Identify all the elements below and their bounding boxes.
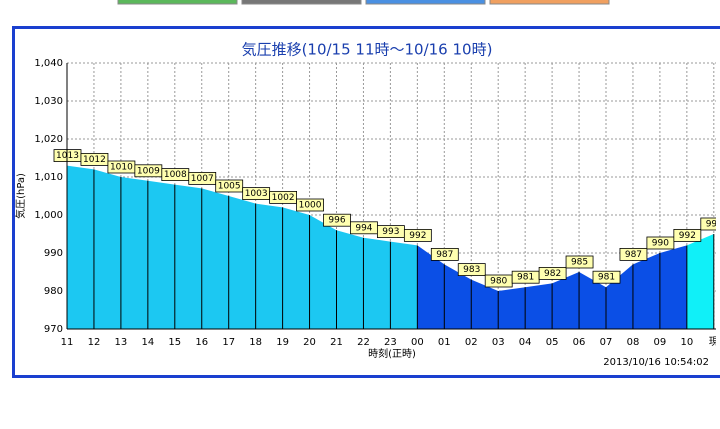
x-tick-label: 16 <box>195 337 208 348</box>
value-label: 1005 <box>218 182 241 192</box>
x-tick-label: 13 <box>115 337 128 348</box>
plot: 970 980 990 1,000 1,010 1,020 1,030 1,040 10 13 10… <box>14 41 720 369</box>
value-label: 1009 <box>137 166 160 176</box>
value-label: 1007 <box>191 174 214 184</box>
x-axis-label: 時刻(正時) <box>368 347 416 360</box>
value-label: 981 <box>517 273 534 283</box>
x-tick-label: 23 <box>384 337 397 348</box>
area-segment <box>202 188 229 329</box>
value-label: 981 <box>598 273 615 283</box>
area-segment <box>310 215 337 329</box>
area-segment <box>229 196 256 329</box>
x-tick-label: 12 <box>88 337 101 348</box>
chart-title: 気圧推移(10/15 11時～10/16 10時) <box>242 41 493 59</box>
x-tick-label: 21 <box>330 337 343 348</box>
area-segment <box>283 207 310 329</box>
value-label: 982 <box>544 269 561 279</box>
x-tick-label: 02 <box>465 337 478 348</box>
value-label: 987 <box>436 250 453 260</box>
nav-button[interactable] <box>490 0 609 4</box>
area-segment <box>363 238 390 329</box>
value-label: 983 <box>463 265 480 275</box>
x-tick-label: 14 <box>141 337 154 348</box>
value-label: 1008 <box>164 170 187 180</box>
nav-button[interactable] <box>118 0 237 4</box>
value-label: 980 <box>490 277 507 287</box>
value-label: 1012 <box>83 155 106 165</box>
y-axis-label: 気圧(hPa) <box>14 173 27 219</box>
value-label: 987 <box>625 250 642 260</box>
nav-button[interactable] <box>242 0 361 4</box>
value-label: 985 <box>571 258 588 268</box>
value-label: 993 <box>382 227 399 237</box>
area-segment <box>687 234 714 329</box>
x-tick-label: 09 <box>654 337 667 348</box>
y-tick-label: 1,020 <box>34 134 63 145</box>
x-tick-label: 11 <box>61 337 74 348</box>
value-label: 1002 <box>272 193 295 203</box>
area-segment <box>67 166 94 329</box>
area-segment <box>525 283 552 329</box>
y-tick-label: 1,030 <box>34 96 63 107</box>
y-tick-label: 1,000 <box>34 210 63 221</box>
y-tick-label: 1,010 <box>34 172 63 183</box>
value-label: 1010 <box>110 163 133 173</box>
value-label: 992 <box>409 231 426 241</box>
x-tick-label: 22 <box>357 337 370 348</box>
x-tick-label: 03 <box>492 337 505 348</box>
value-label: 992 <box>679 231 696 241</box>
nav-button[interactable] <box>366 0 485 4</box>
y-tick-label: 1,040 <box>34 58 63 69</box>
area-segment <box>148 181 175 329</box>
timestamp: 2013/10/16 10:54:02 <box>603 357 709 368</box>
x-tick-label: 18 <box>249 337 262 348</box>
area-segment <box>390 242 417 329</box>
value-label: 996 <box>328 216 345 226</box>
x-tick-label: 10 <box>680 337 693 348</box>
y-tick-label: 970 <box>44 324 63 335</box>
y-tick-label: 980 <box>44 286 63 297</box>
value-label: 1003 <box>245 189 268 199</box>
x-tick-label: 00 <box>411 337 424 348</box>
value-label: 994 <box>355 223 372 233</box>
area-segment <box>256 204 283 329</box>
area-segment <box>337 230 364 329</box>
area-segment <box>175 185 202 329</box>
value-label: 990 <box>652 239 669 249</box>
x-tick-label: 06 <box>573 337 586 348</box>
area-segment <box>660 245 687 329</box>
area-segment <box>498 287 525 329</box>
x-tick-label: 20 <box>303 337 316 348</box>
x-tick-label: 17 <box>222 337 235 348</box>
area-segment <box>633 253 660 329</box>
x-tick-label: 05 <box>546 337 559 348</box>
value-label: 1000 <box>299 201 322 211</box>
x-tick-label: 19 <box>276 337 289 348</box>
x-tick-label: 01 <box>438 337 451 348</box>
x-tick-label: 15 <box>168 337 181 348</box>
x-tick-label: 07 <box>600 337 613 348</box>
x-tick-label: 08 <box>627 337 640 348</box>
y-tick-label: 990 <box>44 248 63 259</box>
area-segment <box>94 169 121 329</box>
area-segment <box>121 177 148 329</box>
x-tick-label: 04 <box>519 337 532 348</box>
